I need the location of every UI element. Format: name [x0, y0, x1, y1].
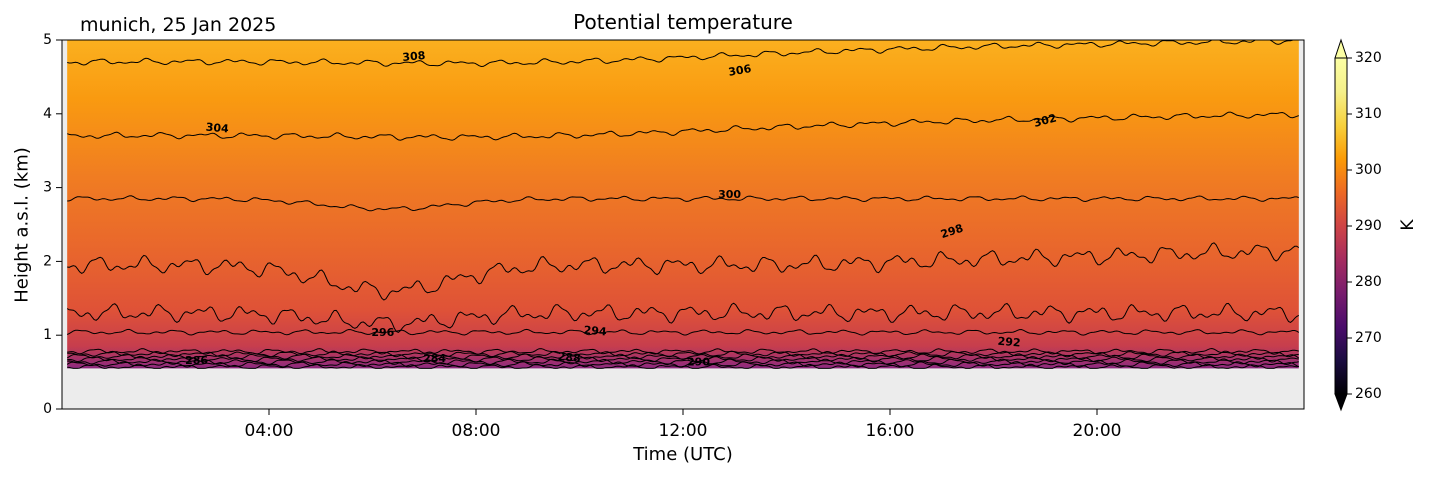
colorbar-tick-label: 270: [1355, 330, 1382, 346]
x-tick-label: 20:00: [1073, 421, 1122, 441]
chart-title: Potential temperature: [573, 10, 793, 34]
colorbar-tick-label: 280: [1355, 274, 1382, 290]
contour-line-294: [66, 328, 1300, 336]
contour-label-292: 292: [997, 335, 1021, 350]
contour-line-300: [67, 195, 1299, 212]
x-axis-label: Time (UTC): [633, 444, 733, 465]
contour-line-292: [67, 347, 1299, 355]
contour-label-304: 304: [205, 121, 229, 136]
x-tick-label: 16:00: [866, 421, 915, 441]
x-tick-label: 08:00: [452, 421, 501, 441]
colorbar-gradient: [1335, 58, 1347, 394]
colorbar-tick-label: 290: [1355, 218, 1382, 234]
contour-line-296: [66, 302, 1300, 333]
colorbar-extend-max: [1334, 38, 1348, 59]
y-axis-ticks: 0 1 2 3 4 5: [43, 32, 62, 417]
location-date-label: munich, 25 Jan 2025: [80, 14, 277, 36]
contour-line-302: [67, 111, 1299, 141]
y-tick-label: 0: [43, 401, 52, 417]
y-tick-label: 4: [43, 106, 52, 122]
y-tick-label: 1: [43, 327, 52, 343]
colorbar-extend-min: [1334, 393, 1348, 412]
contour-label-306: 306: [727, 62, 752, 79]
contour-label-284: 284: [423, 352, 446, 365]
colorbar-tick-label: 310: [1355, 106, 1382, 122]
y-tick-label: 3: [43, 180, 52, 196]
contour-label-300: 300: [718, 188, 741, 201]
y-tick-label: 2: [43, 253, 52, 269]
x-axis-ticks: 04:00 08:00 12:00 16:00 20:00: [245, 409, 1122, 441]
contour-lines: [66, 40, 1300, 369]
colorbar-tick-label: 320: [1355, 50, 1382, 66]
contour-label-286: 286: [185, 354, 208, 367]
contour-label-302: 302: [1032, 111, 1058, 130]
contour-label-296: 296: [371, 326, 394, 339]
colorbar-tick-label: 300: [1355, 162, 1382, 178]
contour-line-290: [67, 350, 1299, 358]
contour-line-282: [66, 360, 1299, 368]
colorbar-tick-label: 260: [1355, 386, 1382, 402]
contour-label-294: 294: [583, 324, 607, 339]
contour-label-308: 308: [402, 49, 426, 64]
contour-label-290: 290: [687, 356, 710, 369]
contour-line-298: [67, 242, 1300, 301]
x-tick-label: 12:00: [659, 421, 708, 441]
colorbar: 260 270 280 290 300 310 320: [1334, 38, 1382, 412]
contour-label-288: 288: [557, 350, 581, 365]
contour-line-304: [67, 40, 1295, 68]
y-tick-label: 5: [43, 32, 52, 48]
field-fill: [67, 40, 1299, 369]
x-tick-label: 04:00: [245, 421, 294, 441]
filled-contour-field: [67, 40, 1299, 369]
